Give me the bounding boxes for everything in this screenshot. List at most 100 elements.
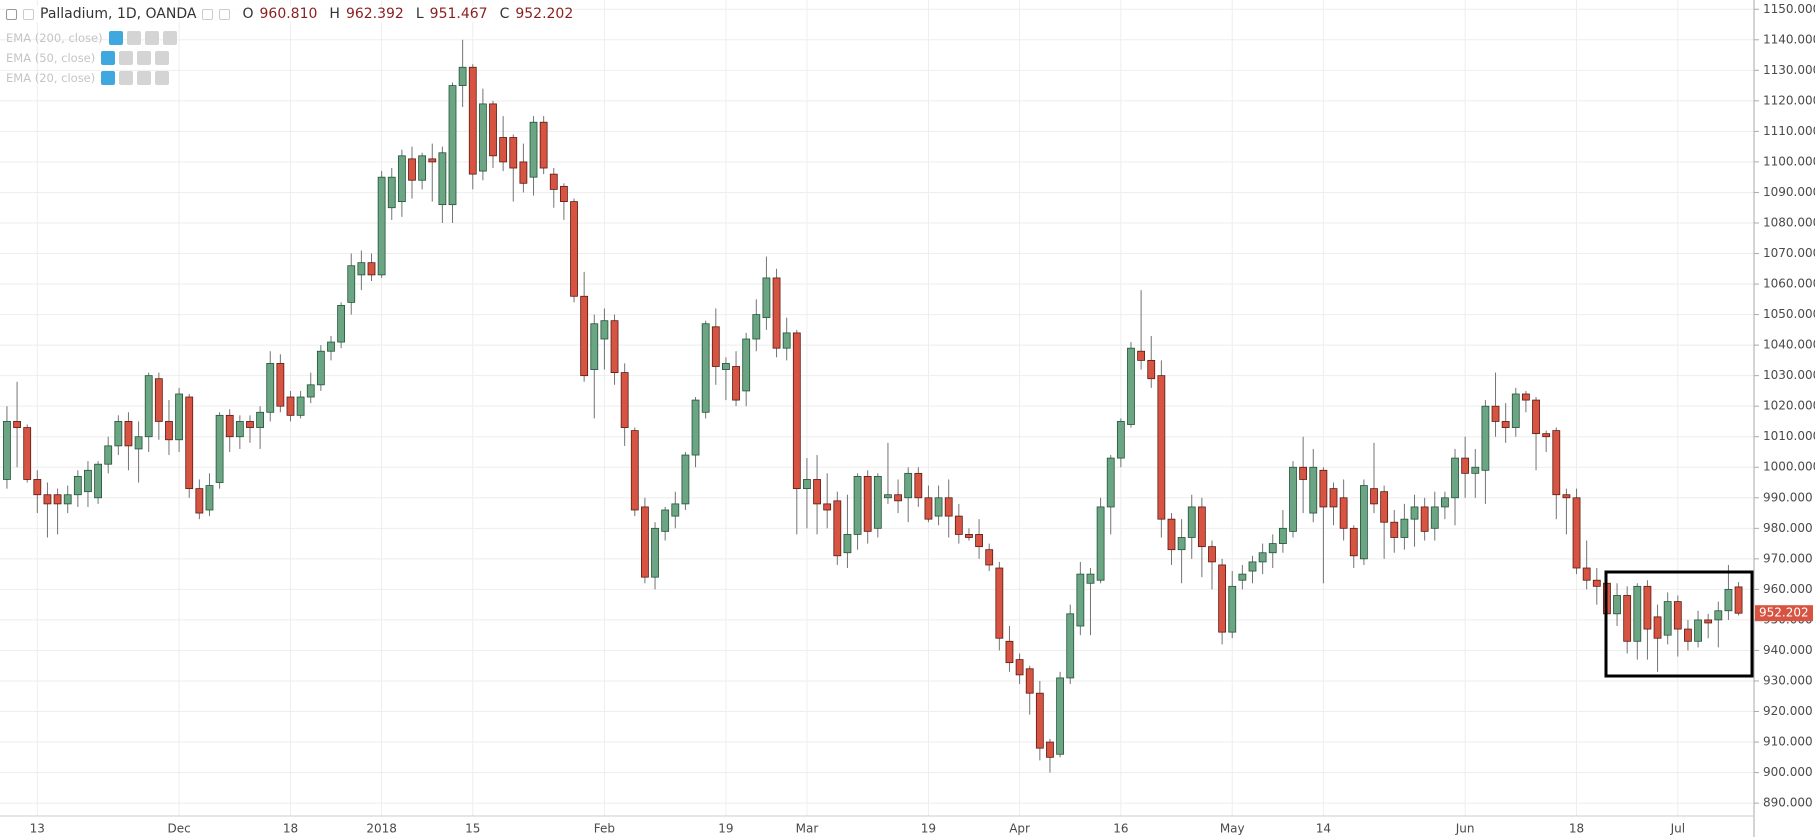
x-tick-label: Dec [167, 822, 190, 836]
indicator-label[interactable]: EMA (50, close) [6, 51, 96, 65]
candle-body [1481, 405, 1490, 471]
y-tick-label: 1110.000 [1763, 124, 1815, 138]
candle-body [327, 341, 335, 352]
candle-body [165, 421, 173, 441]
candle-body [782, 332, 791, 349]
candle-body [873, 476, 882, 529]
candle-body [1552, 430, 1561, 496]
candle-body [1218, 564, 1227, 633]
candle-body [620, 372, 629, 428]
ohlc-value: 952.202 [515, 6, 574, 22]
candle-body [519, 161, 528, 184]
candle-body [1532, 399, 1540, 435]
candles [3, 39, 1743, 773]
candle-body [1187, 506, 1196, 538]
candle-body [246, 421, 254, 428]
candle-body [1339, 497, 1348, 529]
candle-body [1157, 375, 1166, 520]
settings-button[interactable] [119, 71, 134, 85]
collapse-icon[interactable] [6, 8, 17, 20]
candle-body [1349, 527, 1358, 557]
candle-body [337, 305, 346, 343]
y-tick-label: 1130.000 [1763, 63, 1815, 77]
candle-body [296, 396, 305, 416]
candle-body [509, 137, 518, 169]
candle-body [175, 393, 183, 441]
y-tick-label: 1080.000 [1763, 215, 1815, 229]
candle-body [559, 185, 568, 203]
candle-body [499, 137, 508, 163]
candle-body [1096, 506, 1105, 581]
candle-body [367, 262, 376, 276]
ohlc-value: 951.467 [429, 6, 488, 22]
ohlc-key: L [415, 6, 424, 22]
candle-body [1370, 488, 1378, 505]
candle-body [762, 277, 771, 319]
candle-body [468, 66, 477, 175]
candle-body [954, 515, 963, 535]
add-button[interactable] [137, 71, 152, 85]
y-tick-label: 1100.000 [1763, 154, 1815, 168]
x-tick-label: 19 [921, 822, 936, 836]
candle-body [1704, 619, 1713, 624]
candle-body [1309, 466, 1318, 514]
remove-button[interactable] [155, 71, 170, 85]
y-tick-label: 980.000 [1763, 521, 1813, 535]
y-tick-label: 1120.000 [1763, 93, 1815, 107]
candle-body [63, 494, 72, 505]
settings-button[interactable] [119, 51, 134, 65]
candle-body [1694, 619, 1702, 642]
ohlc-key: O [242, 6, 254, 22]
indicator-label[interactable]: EMA (20, close) [6, 71, 96, 85]
add-button[interactable] [144, 31, 159, 45]
flag-icon[interactable] [23, 8, 34, 20]
candle-body [1025, 668, 1034, 694]
candle-body [23, 427, 32, 480]
candle-body [792, 332, 801, 490]
x-tick-label: 14 [1316, 822, 1331, 836]
remove-button[interactable] [162, 31, 177, 45]
candle-body [1208, 546, 1216, 563]
candle-body [397, 155, 406, 203]
candle-body [1410, 506, 1419, 520]
indicator-label[interactable]: EMA (200, close) [6, 31, 103, 45]
candle-body [671, 503, 680, 517]
ohlc-key: H [329, 6, 340, 22]
candle-body [539, 121, 548, 169]
y-tick-label: 890.000 [1763, 796, 1813, 810]
candle-body [944, 497, 953, 517]
candle-body [124, 421, 133, 447]
candle-body [590, 323, 599, 370]
candle-body [1127, 347, 1135, 425]
candle-body [1511, 393, 1520, 428]
eye-button[interactable] [101, 71, 116, 85]
eye-button[interactable] [108, 31, 123, 45]
eye-button[interactable] [101, 51, 116, 65]
settings-button[interactable] [126, 31, 141, 45]
candle-body [1542, 433, 1551, 438]
y-tick-label: 1070.000 [1763, 246, 1815, 260]
candle-body [1491, 405, 1500, 422]
candle-body [752, 314, 761, 340]
add-button[interactable] [137, 51, 152, 65]
candle-body [610, 320, 619, 373]
candle-body [84, 469, 92, 493]
candle-body [803, 479, 811, 490]
candle-body [924, 497, 933, 520]
candle-body [1663, 601, 1672, 636]
candle-body [1076, 573, 1085, 627]
candle-body [276, 363, 285, 407]
x-tick-label: 19 [718, 822, 733, 836]
candle-body [1380, 491, 1389, 523]
ohlc-key: C [499, 6, 510, 22]
candle-body [681, 454, 690, 505]
settings-icon[interactable] [219, 8, 231, 20]
candle-body [266, 363, 275, 413]
candle-body [894, 494, 902, 502]
candle-body [1430, 506, 1439, 529]
remove-button[interactable] [155, 51, 170, 65]
x-tick-label: 18 [1569, 822, 1584, 836]
candle-body [772, 277, 781, 349]
candle-body [225, 414, 234, 438]
eye-icon[interactable] [202, 8, 214, 20]
